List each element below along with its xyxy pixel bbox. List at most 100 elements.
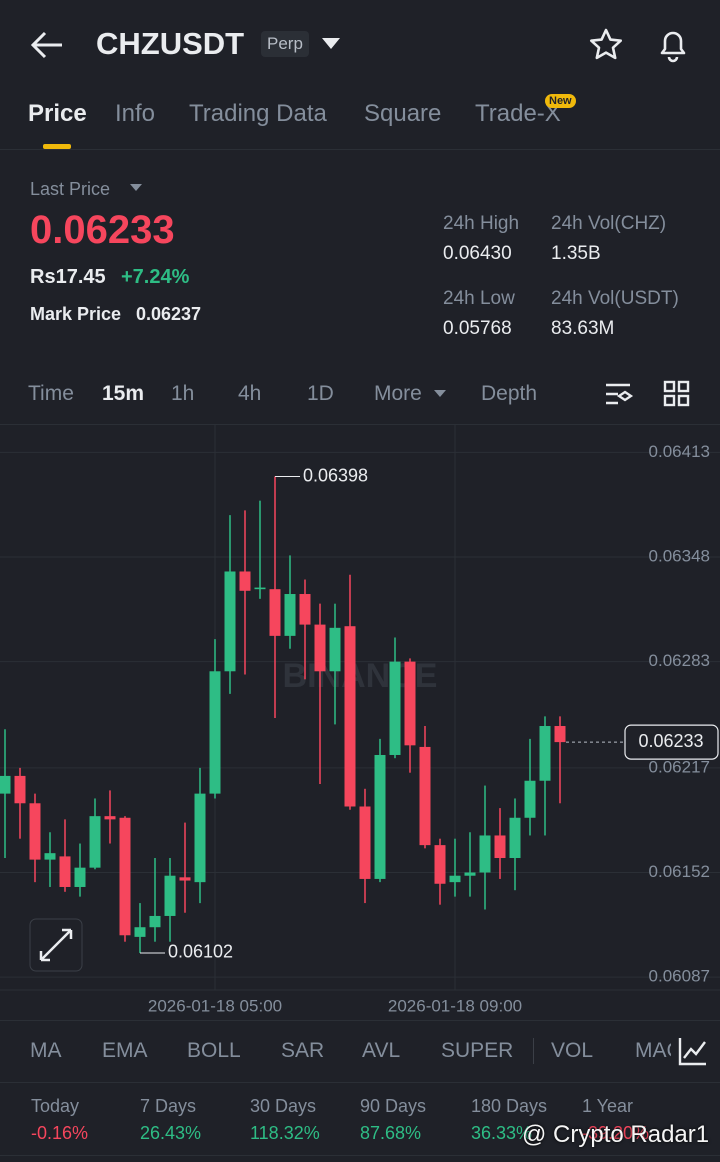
stat-label: 24h Vol(USDT) (551, 288, 679, 309)
symbol: CHZUSDT (96, 26, 245, 61)
stat-label: 24h Vol(CHZ) (551, 213, 667, 234)
tab[interactable]: Square (364, 100, 442, 127)
high-label: 0.06398 (303, 465, 368, 485)
candle-body (389, 661, 401, 755)
indicator[interactable]: MA (30, 1039, 62, 1062)
candle-body (524, 780, 536, 818)
candle-body (164, 875, 176, 916)
indicator[interactable]: AVL (362, 1039, 401, 1062)
timeframe[interactable]: 1h (171, 382, 195, 405)
y-tick-label: 0.06152 (649, 862, 710, 881)
last-price-label[interactable]: Last Price (30, 179, 111, 199)
contract-badge: Perp (261, 31, 309, 57)
y-tick-label: 0.06283 (649, 651, 710, 670)
stat-label: 24h High (443, 213, 520, 234)
candle-body (434, 845, 446, 884)
low-label: 0.06102 (168, 942, 233, 962)
period-label: 90 Days (360, 1096, 427, 1116)
favorite-button[interactable] (588, 27, 624, 63)
candle-body (329, 627, 341, 672)
tab-indicator (43, 144, 71, 149)
timeframe[interactable]: 4h (238, 382, 262, 405)
period-label: 180 Days (471, 1096, 548, 1116)
candle-body (539, 726, 551, 781)
candle-body (254, 587, 266, 590)
period-label: 7 Days (140, 1096, 197, 1116)
candle-body (149, 915, 161, 928)
candle-body (239, 571, 251, 591)
separator (533, 1038, 534, 1064)
indicator[interactable]: BOLL (187, 1039, 241, 1062)
period-change: -39.20% (582, 1123, 650, 1143)
period-label: 30 Days (250, 1096, 317, 1116)
candle-body (509, 817, 521, 859)
dropdown-caret (130, 184, 142, 191)
stat-label: 24h Low (443, 288, 515, 309)
candle-body (14, 775, 26, 804)
candle-body (104, 816, 116, 820)
timeframe[interactable]: 15m (102, 382, 145, 405)
candle-body (224, 571, 236, 672)
back-button[interactable] (30, 30, 64, 60)
local-price: Rs17.45 (30, 266, 106, 288)
candle-body (0, 775, 11, 794)
candle-body (494, 835, 506, 859)
y-tick-label: 0.06087 (649, 967, 710, 986)
candle-body (269, 589, 281, 636)
candle-body (44, 853, 56, 860)
mark-price: 0.06237 (136, 304, 202, 324)
new-badge: New (545, 94, 576, 108)
notification-button[interactable] (654, 26, 692, 64)
divider (0, 1155, 720, 1156)
candle-body (284, 594, 296, 636)
indicator[interactable]: VOL (551, 1039, 594, 1062)
indicator[interactable]: SUPER (441, 1039, 514, 1062)
candle-body (209, 671, 221, 794)
candle-body (134, 927, 146, 937)
y-tick-label: 0.06413 (649, 442, 710, 461)
divider (0, 1020, 720, 1021)
last-price-tag-label: 0.06233 (638, 731, 703, 751)
candle-body (464, 872, 476, 876)
candle-body (554, 726, 566, 743)
tab[interactable]: Trading Data (189, 100, 327, 127)
last-price-tag (624, 724, 719, 760)
timeframe[interactable]: 1D (307, 382, 334, 405)
indicator-settings[interactable] (677, 1035, 709, 1067)
layout-button[interactable] (663, 380, 691, 408)
indicator[interactable]: EMA (102, 1039, 148, 1062)
candle-body (479, 835, 491, 873)
candle-body (89, 816, 101, 868)
price-change: +7.24% (121, 266, 190, 288)
mark-price-label: Mark Price (30, 304, 122, 324)
fullscreen-button[interactable] (29, 918, 83, 972)
x-tick-label: 2026-01-18 09:00 (388, 996, 522, 1015)
stat-value: 0.06430 (443, 243, 512, 264)
x-tick-label: 2026-01-18 05:00 (148, 996, 282, 1015)
stat-value: 1.35B (551, 243, 601, 264)
candle-body (29, 803, 41, 860)
divider (0, 424, 720, 425)
timeframe[interactable]: More (374, 382, 422, 405)
chart-settings-button[interactable] (604, 380, 634, 410)
symbol-dropdown[interactable] (321, 37, 341, 51)
y-tick-label: 0.06217 (649, 757, 710, 776)
period-change: 118.32% (250, 1123, 320, 1143)
divider (0, 1082, 720, 1083)
stat-value: 0.05768 (443, 318, 512, 339)
tab[interactable]: Price (28, 100, 87, 127)
last-price: 0.06233 (30, 208, 175, 252)
tab[interactable]: Info (115, 100, 156, 127)
candlestick-chart: BINANCE 0.060870.061520.062170.062830.06… (0, 425, 720, 1015)
stat-value: 83.63M (551, 318, 615, 339)
candle-body (119, 817, 131, 936)
timeframe[interactable]: Depth (481, 382, 538, 405)
indicator[interactable]: MAC (635, 1039, 671, 1062)
candle-body (299, 594, 311, 625)
candle-body (179, 877, 191, 881)
divider (0, 149, 720, 150)
indicator[interactable]: SAR (281, 1039, 325, 1062)
overlay-watermark: @ Crypto Radar1 (522, 1121, 710, 1148)
timeframe[interactable]: Time (28, 382, 74, 405)
